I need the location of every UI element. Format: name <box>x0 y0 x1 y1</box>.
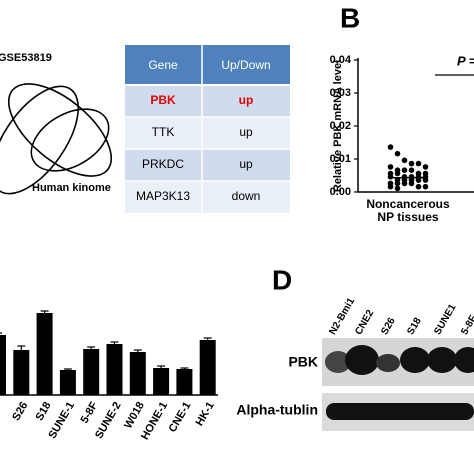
data-point <box>401 180 408 187</box>
y-tick-label: 0.00 <box>330 186 351 198</box>
band <box>376 354 400 372</box>
bar <box>129 352 146 395</box>
bar <box>83 349 100 395</box>
band <box>400 347 430 373</box>
data-point <box>387 183 394 190</box>
lane-label: SUNE1 <box>432 302 458 337</box>
y-tick-label: 0.02 <box>330 120 351 132</box>
row-label: PBK <box>288 354 318 370</box>
x-tick-label: S18 <box>34 400 54 423</box>
dataset-label: GSE53819 <box>0 52 52 64</box>
venn-set <box>0 85 80 195</box>
lane-label: S26 <box>379 316 398 337</box>
p-value: P = <box>457 53 474 68</box>
table-cell: PBK <box>150 93 176 107</box>
band <box>326 403 474 420</box>
lane-label: 5-8F <box>459 314 474 337</box>
data-point <box>422 183 429 190</box>
table: Gene Up/Down PBK up TTK up PRKDC up MAP3… <box>125 45 290 213</box>
x-tick-label: CNE-1 <box>167 400 194 435</box>
y-tick-label: 0.01 <box>330 153 351 165</box>
data-point <box>408 180 415 187</box>
data-point <box>408 167 415 173</box>
venn <box>0 83 113 195</box>
table-row <box>125 149 290 181</box>
data-point <box>394 180 401 187</box>
bar <box>59 370 76 395</box>
bar <box>0 335 6 395</box>
table-header-cell: Up/Down <box>221 58 270 72</box>
table-cell: up <box>239 157 253 171</box>
venn-set <box>7 83 113 177</box>
y-tick-label: 0.03 <box>330 87 351 99</box>
venn-set <box>30 108 110 172</box>
data-point <box>415 160 422 167</box>
data-point <box>387 164 394 170</box>
x-label: NP tissues <box>377 210 438 224</box>
data-point <box>415 183 422 190</box>
table-cell: MAP3K13 <box>136 189 190 203</box>
table-cell: up <box>239 93 254 107</box>
bar <box>13 350 30 395</box>
bar <box>199 340 216 395</box>
data-point <box>422 177 429 183</box>
table-row <box>125 85 290 117</box>
lane-label: CNE2 <box>353 308 376 337</box>
y-axis-title: Relative PBK mRNA level <box>332 60 344 192</box>
table-cell: up <box>239 125 253 139</box>
x-label: Noncancerous <box>366 197 450 211</box>
x-tick-label: HK-1 <box>194 400 217 428</box>
x-tick-label: 5-8F <box>79 400 101 426</box>
data-point <box>387 144 394 150</box>
data-point <box>408 160 415 167</box>
table-row <box>125 181 290 213</box>
data-point <box>394 170 401 177</box>
table-header-cell: Gene <box>148 58 178 72</box>
set-label: Human kinome <box>32 182 111 194</box>
band <box>345 345 379 375</box>
data-point <box>415 177 422 183</box>
table-cell: down <box>232 189 261 203</box>
data-point <box>401 167 408 173</box>
data-point <box>422 164 429 170</box>
data-point <box>401 157 408 164</box>
row-label: Alpha-tublin <box>236 402 318 418</box>
data-point <box>394 150 401 157</box>
y-tick-label: 0.04 <box>330 54 352 66</box>
table-cell: TTK <box>152 125 175 139</box>
table-row <box>125 117 290 149</box>
band <box>325 351 351 373</box>
x-tick-label: S26 <box>10 400 30 423</box>
table-cell: PRKDC <box>142 157 184 171</box>
band <box>454 347 474 373</box>
x-tick-label: W018 <box>122 400 147 431</box>
panel-label: D <box>272 264 292 295</box>
lane-label: S18 <box>405 316 424 337</box>
panel-label: B <box>340 2 360 33</box>
bar <box>153 368 170 395</box>
data-point <box>387 174 394 180</box>
data-point <box>394 185 401 192</box>
band <box>427 347 457 373</box>
bar <box>176 369 193 395</box>
bar <box>36 313 53 395</box>
table-header <box>125 45 290 85</box>
bar <box>106 344 123 395</box>
blot <box>322 338 474 431</box>
